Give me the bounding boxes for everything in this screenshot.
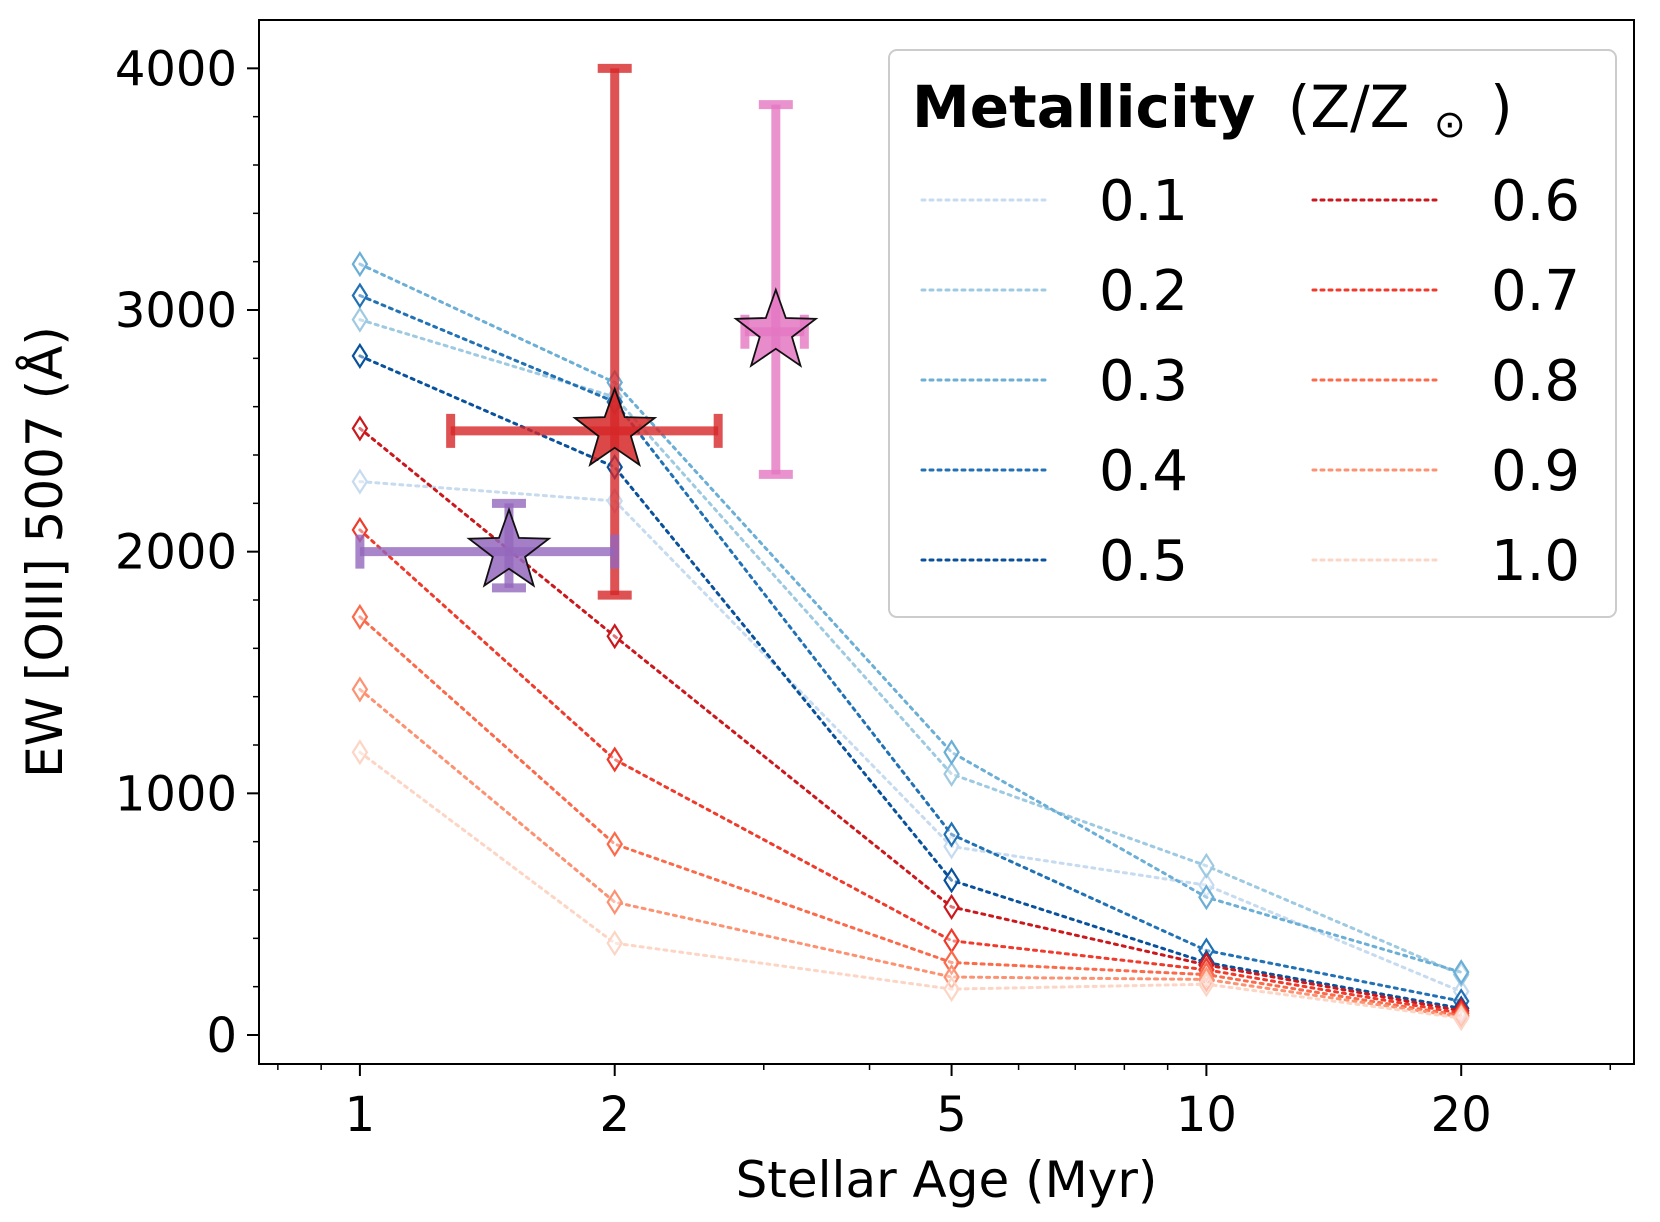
data-point bbox=[351, 282, 369, 309]
y-tick-label: 0 bbox=[206, 1008, 237, 1064]
legend-item-0.7: 0.7 bbox=[1311, 259, 1580, 324]
data-point bbox=[1198, 852, 1215, 879]
legend-title-close: ) bbox=[1490, 73, 1513, 141]
data-point bbox=[351, 468, 369, 495]
data-point bbox=[351, 251, 369, 278]
legend-item-0.4: 0.4 bbox=[920, 439, 1188, 504]
data-point bbox=[1452, 1000, 1470, 1027]
y-tick-label: 2000 bbox=[115, 525, 237, 581]
observation-purple-star bbox=[355, 498, 620, 593]
x-tick-label: 10 bbox=[1176, 1087, 1237, 1143]
legend-item-0.5: 0.5 bbox=[920, 529, 1188, 594]
data-point bbox=[943, 739, 960, 766]
legend-label: 0.9 bbox=[1491, 439, 1580, 504]
legend: Metallicity (Z/Z ⊙ ) 0.10.20.30.40.50.60… bbox=[888, 49, 1617, 618]
observation-pink-star bbox=[733, 100, 819, 479]
data-point bbox=[606, 831, 624, 858]
data-point bbox=[943, 821, 960, 848]
legend-item-0.8: 0.8 bbox=[1311, 349, 1580, 414]
data-point bbox=[606, 623, 624, 650]
data-point bbox=[606, 930, 624, 957]
axes: 1 2 5 10 20 0 1000 2000 3000 4000 bbox=[115, 41, 1612, 1143]
legend-item-0.3: 0.3 bbox=[920, 349, 1188, 414]
observations-layer bbox=[355, 63, 819, 600]
data-point bbox=[351, 676, 369, 703]
legend-label: 0.6 bbox=[1491, 169, 1580, 234]
legend-label: 0.5 bbox=[1099, 529, 1188, 594]
legend-label: 0.4 bbox=[1099, 439, 1188, 504]
data-point bbox=[943, 760, 960, 788]
legend-items: 0.1 0.2 0.3 0.4 0.5 0.6 0.7 0.8 0.9 1.0 bbox=[920, 169, 1580, 594]
data-point bbox=[606, 746, 624, 773]
data-point bbox=[943, 893, 960, 920]
data-point bbox=[1452, 959, 1470, 986]
data-point bbox=[606, 889, 624, 916]
data-point bbox=[1452, 1005, 1470, 1032]
series-line bbox=[358, 262, 1463, 974]
data-point bbox=[1198, 884, 1215, 911]
legend-item-0.1: 0.1 bbox=[920, 169, 1188, 234]
legend-title-bold: Metallicity bbox=[912, 73, 1255, 141]
data-point bbox=[943, 927, 960, 954]
data-point bbox=[1198, 966, 1215, 993]
plot-frame bbox=[258, 19, 1635, 1065]
legend-label: 0.2 bbox=[1099, 259, 1188, 324]
data-point bbox=[943, 949, 960, 976]
y-tick-label: 1000 bbox=[115, 766, 237, 822]
series-line bbox=[358, 687, 1463, 1019]
series-line bbox=[358, 528, 1463, 1015]
series-line bbox=[358, 615, 1463, 1018]
series-0.8 bbox=[351, 603, 1470, 1029]
legend-item-0.9: 0.9 bbox=[1311, 439, 1580, 504]
data-point bbox=[943, 867, 960, 894]
series-0.9 bbox=[351, 676, 1470, 1030]
legend-item-0.2: 0.2 bbox=[920, 259, 1188, 324]
data-point bbox=[351, 603, 369, 630]
legend-label: 0.7 bbox=[1491, 259, 1580, 324]
series-layer bbox=[351, 251, 1470, 1032]
series-line bbox=[358, 294, 1463, 1003]
data-point bbox=[1198, 971, 1215, 998]
series-line bbox=[358, 750, 1463, 1020]
x-tick-label: 5 bbox=[936, 1087, 967, 1143]
series-1.0 bbox=[351, 739, 1470, 1032]
series-line bbox=[358, 318, 1463, 977]
legend-label: 1.0 bbox=[1491, 529, 1580, 594]
legend-box bbox=[888, 49, 1617, 618]
star-marker bbox=[466, 506, 552, 588]
series-0.2 bbox=[351, 306, 1470, 988]
data-point bbox=[351, 415, 369, 442]
legend-label: 0.1 bbox=[1099, 169, 1188, 234]
star-marker bbox=[572, 386, 658, 467]
y-tick-label: 4000 bbox=[115, 41, 237, 97]
data-point bbox=[351, 342, 369, 369]
legend-item-0.6: 0.6 bbox=[1311, 169, 1580, 234]
y-tick-label: 3000 bbox=[115, 283, 237, 339]
data-point bbox=[351, 739, 369, 766]
data-point bbox=[351, 306, 369, 333]
legend-title-sun: ⊙ bbox=[1434, 102, 1466, 146]
x-axis-label: Stellar Age (Myr) bbox=[736, 1151, 1158, 1209]
legend-label: 0.3 bbox=[1099, 349, 1188, 414]
legend-title: Metallicity (Z/Z ⊙ ) bbox=[912, 73, 1513, 151]
x-tick-label: 1 bbox=[345, 1087, 376, 1143]
x-tick-label: 2 bbox=[599, 1087, 630, 1143]
observation-red-star bbox=[446, 63, 723, 600]
data-point bbox=[943, 976, 960, 1003]
legend-title-unit: (Z/Z bbox=[1288, 73, 1410, 141]
x-tick-label: 20 bbox=[1431, 1087, 1492, 1143]
y-axis-label: EW [OIII] 5007 (Å) bbox=[16, 326, 74, 778]
series-line bbox=[358, 426, 1463, 1013]
legend-label: 0.8 bbox=[1491, 349, 1580, 414]
legend-item-1.0: 1.0 bbox=[1311, 529, 1580, 594]
star-marker bbox=[733, 287, 819, 368]
